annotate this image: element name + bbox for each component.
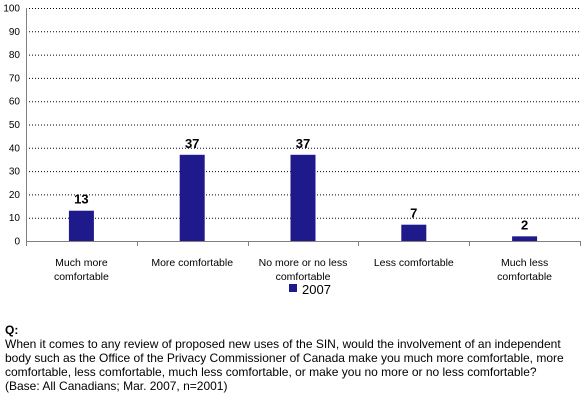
y-tick-label-0: 0: [14, 237, 20, 248]
bars: [68, 154, 538, 241]
legend-label: 2007: [302, 282, 331, 297]
bar-1: [179, 154, 205, 241]
bar-chart: 0 10 20 30 40 50 60 70 80 90 100 13 37 37 7 2 Much mor…: [3, 4, 581, 297]
data-label-3: 7: [410, 206, 417, 221]
question-base: (Base: All Canadians; Mar. 2007, n=2001): [5, 379, 228, 393]
category-label-2-0: No more or no less: [259, 257, 348, 269]
data-label-4: 2: [521, 217, 528, 232]
y-tick-label-10: 10: [9, 213, 21, 224]
y-tick-label-60: 60: [9, 97, 21, 108]
legend-swatch: [289, 284, 297, 292]
data-labels: 13 37 37 7 2: [74, 136, 528, 233]
axes: 0 10 20 30 40 50 60 70 80 90 100: [3, 4, 581, 248]
y-tick-label-70: 70: [9, 73, 21, 84]
data-label-0: 13: [74, 192, 88, 207]
category-label-0-1: comfortable: [54, 271, 109, 283]
y-tick-label-80: 80: [9, 50, 21, 61]
y-tick-label-90: 90: [9, 27, 21, 38]
y-tick-label-40: 40: [9, 143, 21, 154]
question-block: Q: When it comes to any review of propos…: [5, 323, 583, 393]
category-label-1-0: More comfortable: [151, 257, 233, 269]
y-tick-label-20: 20: [9, 190, 21, 201]
question-label: Q:: [5, 323, 19, 337]
category-label-0-0: Much more: [55, 257, 108, 269]
category-label-4-0: Much less: [501, 257, 548, 269]
y-tick-label-30: 30: [9, 167, 21, 178]
data-label-2: 37: [296, 136, 310, 151]
bar-2: [290, 154, 316, 241]
category-label-3-0: Less comfortable: [374, 257, 454, 269]
bar-0: [68, 210, 94, 241]
category-label-2-1: comfortable: [276, 271, 331, 283]
legend: 2007: [289, 282, 331, 297]
bar-3: [401, 224, 427, 241]
category-labels: Much more comfortable More comfortable No m…: [54, 257, 552, 283]
y-tick-label-50: 50: [9, 120, 21, 131]
bar-4: [512, 236, 538, 241]
category-label-4-1: comfortable: [497, 271, 552, 283]
data-label-1: 37: [185, 136, 199, 151]
question-text: When it comes to any review of proposed …: [5, 337, 564, 379]
y-tick-label-100: 100: [3, 4, 20, 15]
